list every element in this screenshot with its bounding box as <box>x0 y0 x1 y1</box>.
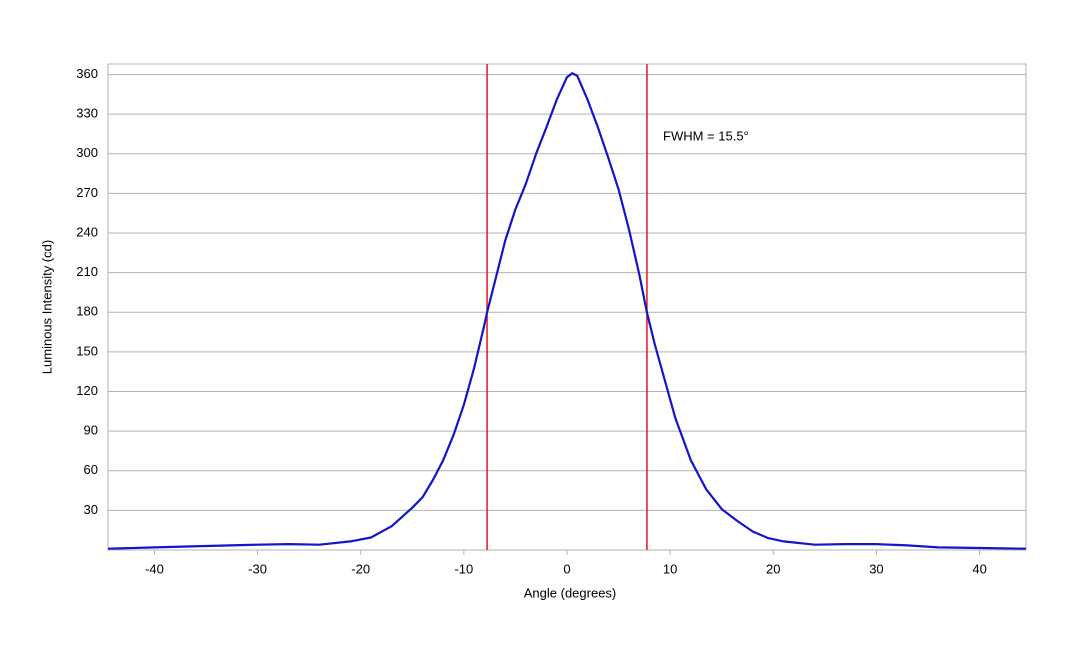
x-tick-label: -30 <box>248 561 267 576</box>
y-tick-label: 150 <box>76 343 98 358</box>
x-tick-label: 0 <box>563 561 570 576</box>
x-tick-label: -20 <box>351 561 370 576</box>
x-tick-label: 20 <box>766 561 780 576</box>
y-tick-label: 270 <box>76 185 98 200</box>
x-axis-label: Angle (degrees) <box>524 585 617 600</box>
y-tick-label: 240 <box>76 224 98 239</box>
y-axis-label: Luminous Intensity (cd) <box>39 240 54 374</box>
annotation: FWHM = 15.5° <box>663 128 749 143</box>
y-tick-label: 180 <box>76 304 98 319</box>
y-tick-label: 90 <box>84 423 98 438</box>
x-tick-label: 30 <box>869 561 883 576</box>
y-tick-label: 30 <box>84 502 98 517</box>
y-tick-label: 330 <box>76 106 98 121</box>
y-tick-label: 300 <box>76 145 98 160</box>
y-tick-label: 60 <box>84 462 98 477</box>
y-tick-label: 360 <box>76 66 98 81</box>
x-tick-label: -40 <box>145 561 164 576</box>
y-tick-label: 210 <box>76 264 98 279</box>
x-tick-label: 10 <box>663 561 677 576</box>
data-line <box>107 72 1027 550</box>
plot-frame <box>107 63 1027 551</box>
x-tick-label: -10 <box>454 561 473 576</box>
y-tick-label: 120 <box>76 383 98 398</box>
x-tick-label: 40 <box>972 561 986 576</box>
